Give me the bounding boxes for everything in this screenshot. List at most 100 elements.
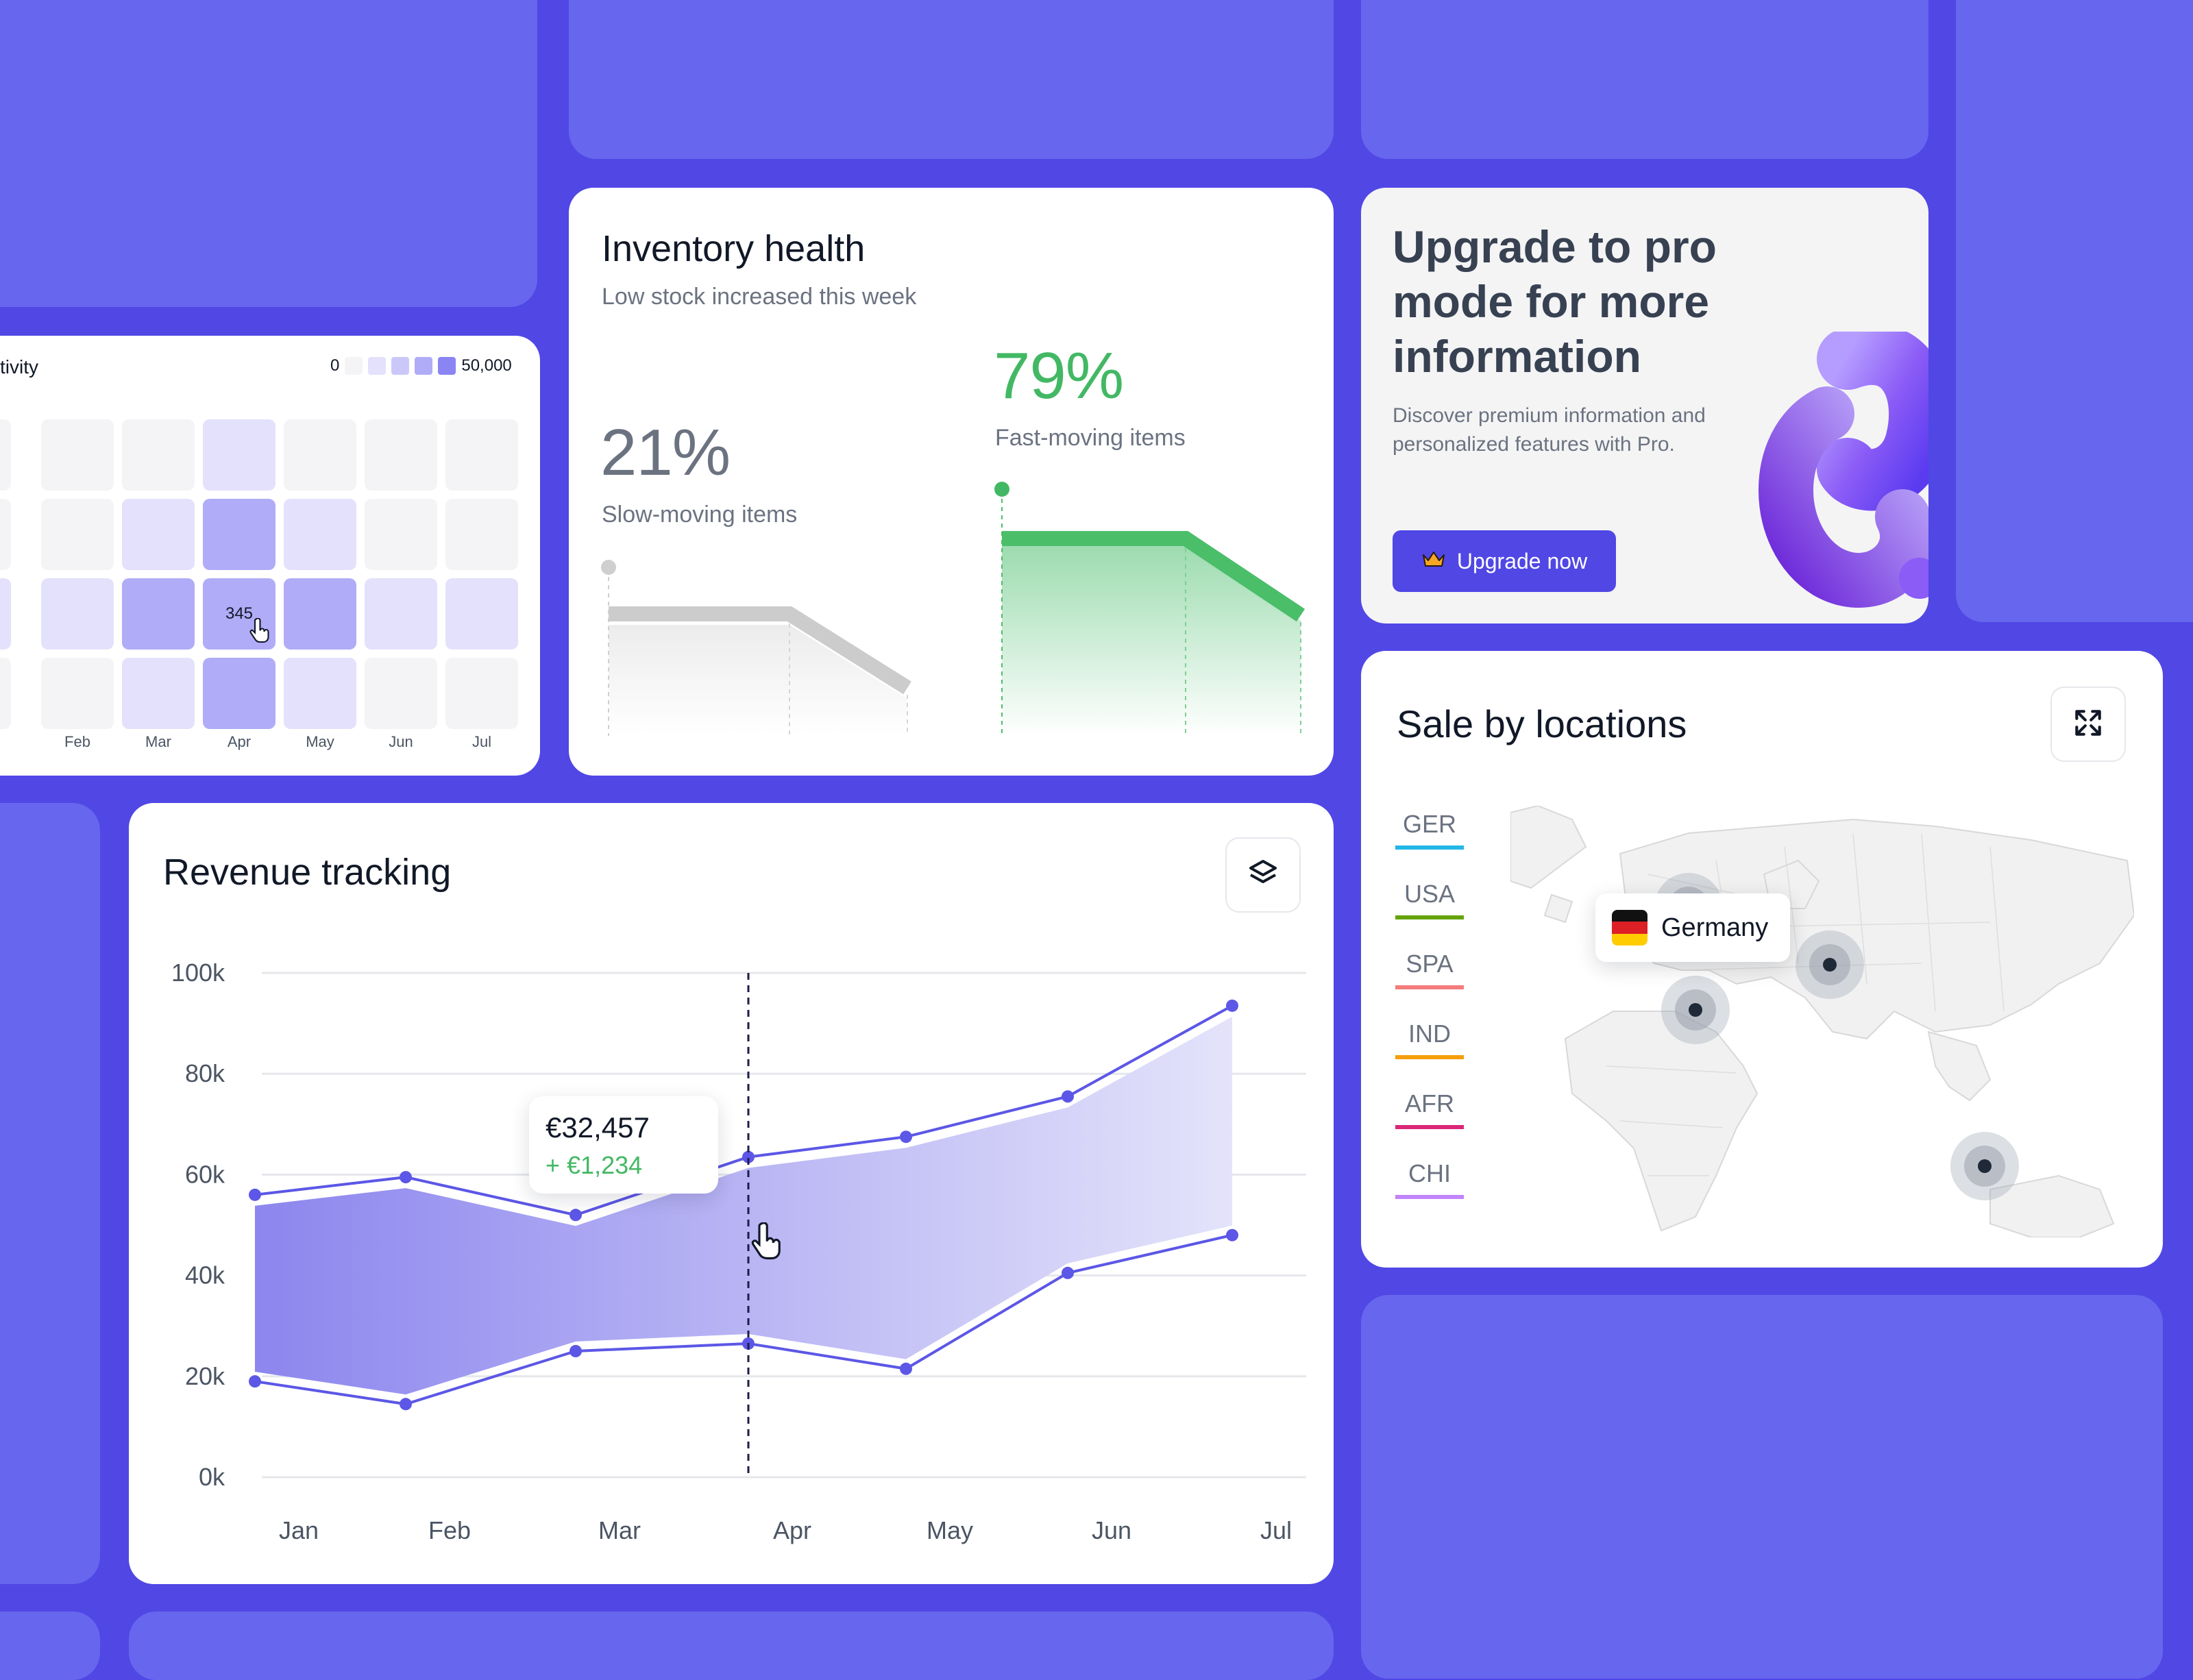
heatmap-cell[interactable]: [365, 658, 437, 729]
x-tick-label: Jun: [1092, 1516, 1131, 1544]
expand-button[interactable]: [2050, 687, 2126, 762]
heatmap-cell[interactable]: [203, 658, 275, 729]
heatmap-cell[interactable]: [365, 499, 437, 570]
heatmap-cell[interactable]: [41, 658, 114, 729]
region-chi[interactable]: CHI: [1395, 1159, 1464, 1199]
tooltip-country: Germany: [1661, 913, 1769, 942]
revenue-title: Revenue tracking: [163, 852, 452, 893]
heatmap-cell[interactable]: [122, 578, 195, 650]
heatmap-cell[interactable]: [203, 499, 275, 570]
data-point: [900, 1131, 912, 1144]
heatmap-cell[interactable]: [41, 578, 114, 650]
heatmap-cell[interactable]: [284, 658, 356, 729]
legend-swatch: [438, 357, 456, 375]
heatmap-month-label: Apr: [227, 733, 252, 750]
background-panel: [0, 0, 537, 307]
heatmap-cell[interactable]: [41, 499, 114, 570]
heatmap-cell[interactable]: [365, 578, 437, 650]
background-panel: [569, 0, 1334, 159]
heatmap-cell[interactable]: [41, 419, 114, 491]
data-point: [249, 1375, 261, 1388]
background-panel: [1361, 1295, 2163, 1679]
revenue-tracking-card: Revenue tracking 100k 80k 60k 40k 20k 0k Jan Fe…: [129, 803, 1334, 1584]
data-point: [1226, 999, 1238, 1012]
x-tick-label: Feb: [428, 1516, 471, 1544]
heatmap-cell[interactable]: [122, 499, 195, 570]
world-map: [1510, 806, 2134, 1237]
heatmap-cell[interactable]: [365, 419, 437, 491]
upgrade-button-label: Upgrade now: [1456, 548, 1588, 573]
upgrade-promo-card: Upgrade to pro mode for more information…: [1361, 188, 1928, 623]
legend-swatch: [391, 357, 410, 375]
heatmap-cell[interactable]: [284, 578, 356, 650]
x-tick-label: Apr: [773, 1516, 811, 1544]
heatmap-cell[interactable]: [0, 658, 11, 729]
data-point: [1062, 1090, 1074, 1103]
map-tooltip: Germany: [1595, 893, 1790, 962]
tooltip-delta: + €1,234: [546, 1151, 643, 1179]
background-panel: [1361, 0, 1928, 159]
heatmap-cell[interactable]: [203, 419, 275, 491]
background-panel: [0, 1611, 100, 1680]
layers-icon: [1247, 857, 1279, 893]
y-tick-label: 40k: [185, 1261, 225, 1289]
legend-swatch: [345, 357, 363, 375]
upgrade-description: Discover premium information and persona…: [1393, 404, 1706, 456]
crown-icon: [1421, 549, 1446, 574]
slow-moving-percent: 21%: [600, 416, 731, 489]
heatmap-month-label: May: [306, 733, 334, 750]
x-tick-label: May: [927, 1516, 973, 1544]
data-point: [900, 1362, 912, 1375]
germany-flag-icon: [1612, 910, 1647, 946]
location-marker-australia: [1950, 1132, 2019, 1200]
sale-by-locations-card: Sale by locations GER USA SPA IND AFR CHI: [1361, 651, 2163, 1268]
region-ind[interactable]: IND: [1395, 1020, 1464, 1059]
y-tick-label: 80k: [185, 1059, 225, 1087]
heatmap-cell[interactable]: [445, 499, 518, 570]
heatmap-cell[interactable]: [0, 578, 11, 650]
y-tick-label: 20k: [185, 1362, 225, 1390]
x-tick-label: Mar: [598, 1516, 641, 1544]
pointer-cursor-icon: [747, 1222, 784, 1267]
heatmap-legend: 0 50,000: [330, 356, 512, 375]
legend-min: 0: [330, 356, 340, 375]
background-panel: [0, 803, 100, 1584]
heatmap-cell[interactable]: [445, 419, 518, 491]
data-point: [742, 1150, 755, 1163]
heatmap-cell[interactable]: [284, 499, 356, 570]
x-tick-label: Jul: [1260, 1516, 1292, 1544]
heatmap-cell[interactable]: [122, 658, 195, 729]
layers-button[interactable]: [1225, 837, 1301, 913]
region-ger[interactable]: GER: [1395, 810, 1464, 850]
heatmap-cell[interactable]: [0, 419, 11, 491]
hover-cursor-icon: [247, 617, 271, 649]
heatmap-cell[interactable]: [0, 499, 11, 570]
y-tick-label: 60k: [185, 1160, 225, 1188]
region-usa[interactable]: USA: [1395, 880, 1464, 919]
activity-heatmap-title: tivity: [0, 356, 38, 378]
heatmap-month-label: Jun: [389, 733, 413, 750]
upgrade-now-button[interactable]: Upgrade now: [1393, 530, 1616, 592]
inventory-title: Inventory health: [602, 228, 866, 269]
background-panel: [1956, 0, 2193, 622]
revenue-chart: 100k 80k 60k 40k 20k 0k Jan Feb Mar Apr May Jun Jul: [171, 959, 1306, 1544]
fast-moving-percent: 79%: [994, 339, 1124, 412]
heatmap-cell[interactable]: [445, 578, 518, 650]
x-tick-label: Jan: [279, 1516, 319, 1544]
heatmap-cell[interactable]: [445, 658, 518, 729]
slow-moving-label: Slow-moving items: [602, 502, 798, 528]
heatmap-month-label: Jul: [471, 733, 492, 750]
heatmap-cell[interactable]: [122, 419, 195, 491]
region-spa[interactable]: SPA: [1395, 950, 1464, 989]
heatmap-cell-value: 345: [225, 604, 254, 623]
legend-swatch: [368, 357, 387, 375]
inventory-trend-graphic: [601, 482, 1306, 736]
y-tick-label: 0k: [199, 1463, 225, 1491]
heatmap-month-label: n: [0, 733, 11, 751]
chart-tooltip: €32,457 + €1,234: [529, 1096, 718, 1194]
heatmap-cell[interactable]: [284, 419, 356, 491]
tooltip-value: €32,457: [546, 1111, 650, 1144]
abstract-3d-shape: [1759, 332, 1928, 608]
region-afr[interactable]: AFR: [1395, 1089, 1464, 1129]
data-point: [400, 1171, 412, 1184]
